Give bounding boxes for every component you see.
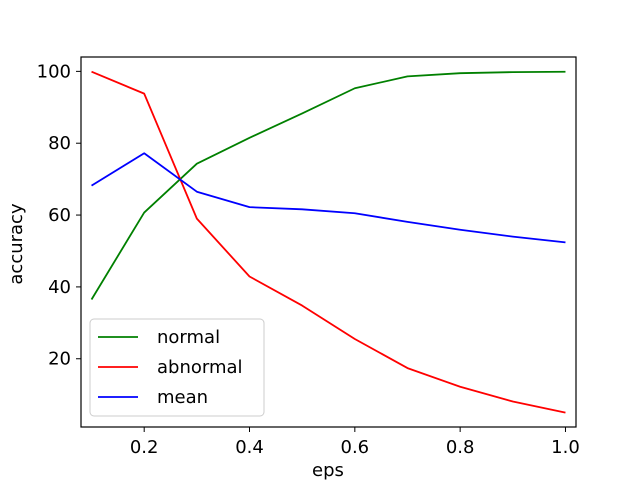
legend-box (89, 318, 265, 417)
series-line-normal (90, 70, 566, 300)
x-tick-label: 0.6 (341, 437, 370, 458)
legend-label-mean: mean (157, 387, 208, 408)
y-axis-title: accuracy (6, 203, 27, 285)
legend-label-normal: normal (157, 327, 220, 348)
x-axis: 0.2 0.4 0.6 0.8 1.0 (130, 427, 580, 458)
x-axis-title: eps (312, 460, 344, 480)
legend: normal abnormal mean (89, 318, 265, 417)
legend-label-abnormal: abnormal (157, 357, 243, 378)
plot-frame (80, 56, 577, 428)
x-tick-label: 0.4 (235, 437, 264, 458)
y-tick-label: 60 (48, 205, 71, 226)
y-axis: 20 40 60 80 100 (37, 61, 81, 370)
plot-lines (90, 70, 566, 414)
y-tick-label: 40 (48, 277, 71, 298)
x-tick-label: 1.0 (551, 437, 580, 458)
y-tick-label: 80 (48, 133, 71, 154)
y-tick-label: 20 (48, 349, 71, 370)
x-tick-label: 0.2 (130, 437, 159, 458)
series-line-abnormal (91, 70, 566, 414)
series-line-mean (91, 152, 566, 244)
x-tick-label: 0.8 (446, 437, 475, 458)
y-tick-label: 100 (37, 61, 71, 82)
